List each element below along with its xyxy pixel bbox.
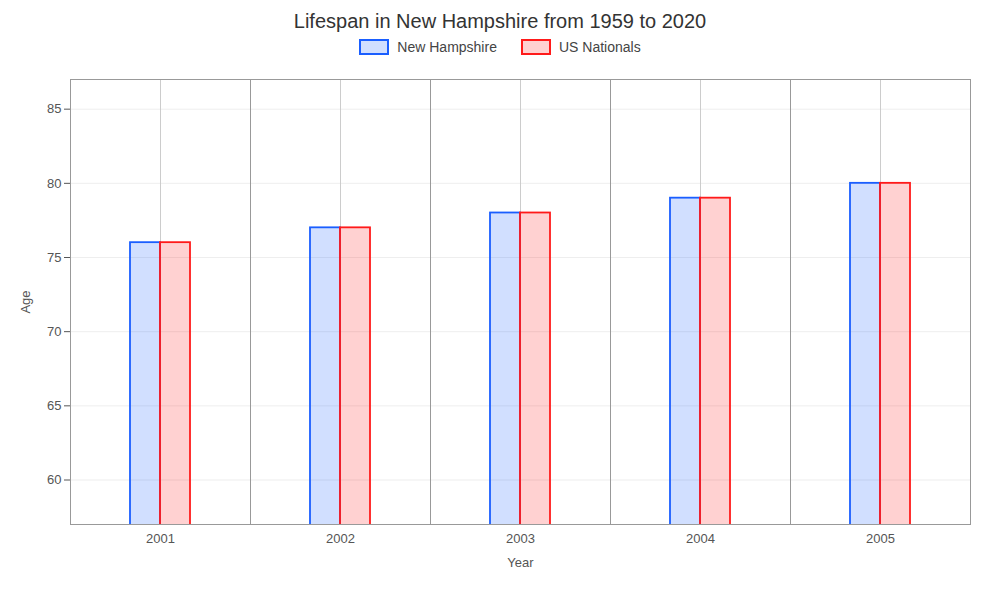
- html-text:US Nationals: US Nationals: [558, 39, 641, 55]
- svg-text:80: 80: [47, 175, 61, 190]
- svg-text:60: 60: [47, 472, 61, 487]
- svg-text:2001: 2001: [146, 531, 175, 546]
- svg-text:75: 75: [47, 250, 61, 265]
- svg-text:Year: Year: [507, 555, 534, 570]
- svg-text:2003: 2003: [506, 531, 535, 546]
- svg-text:Age: Age: [18, 290, 33, 313]
- svg-text:2002: 2002: [326, 531, 355, 546]
- svg-text:85: 85: [47, 101, 61, 116]
- svg-text:70: 70: [47, 324, 61, 339]
- svg-text:65: 65: [47, 398, 61, 413]
- html-text:Lifespan in New Hampshire from: Lifespan in New Hampshire from 1959 to 2…: [293, 10, 707, 32]
- svg-text:2005: 2005: [866, 531, 895, 546]
- html-text:New Hampshire: New Hampshire: [397, 39, 497, 55]
- svg-text:2004: 2004: [686, 531, 715, 546]
